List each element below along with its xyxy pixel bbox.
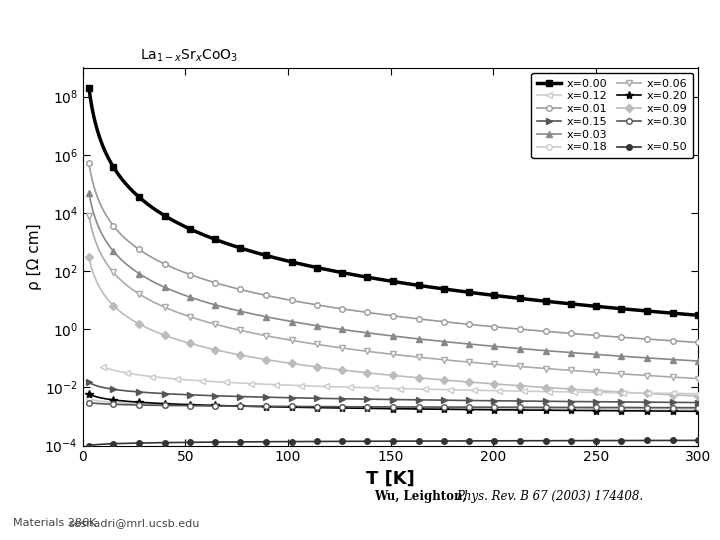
Text: Phys. Rev. B 67 (2003) 174408.: Phys. Rev. B 67 (2003) 174408.: [456, 490, 644, 503]
Text: Class 03. Percolation ?: Class 03. Percolation ?: [7, 12, 219, 30]
Text: Wu, Leighton,: Wu, Leighton,: [374, 490, 471, 503]
Text: La$_{1-x}$Sr$_x$CoO$_3$: La$_{1-x}$Sr$_x$CoO$_3$: [140, 48, 238, 64]
Text: Materials 286K: Materials 286K: [13, 518, 96, 528]
X-axis label: T [K]: T [K]: [366, 470, 415, 488]
Text: seshadri@mrl.ucsb.edu: seshadri@mrl.ucsb.edu: [68, 518, 199, 528]
Legend: x=0.00, x=0.12, x=0.01, x=0.15, x=0.03, x=0.18, x=0.06, x=0.20, x=0.09, x=0.30, : x=0.00, x=0.12, x=0.01, x=0.15, x=0.03, …: [531, 73, 693, 158]
Y-axis label: ρ [Ω cm]: ρ [Ω cm]: [27, 223, 42, 290]
